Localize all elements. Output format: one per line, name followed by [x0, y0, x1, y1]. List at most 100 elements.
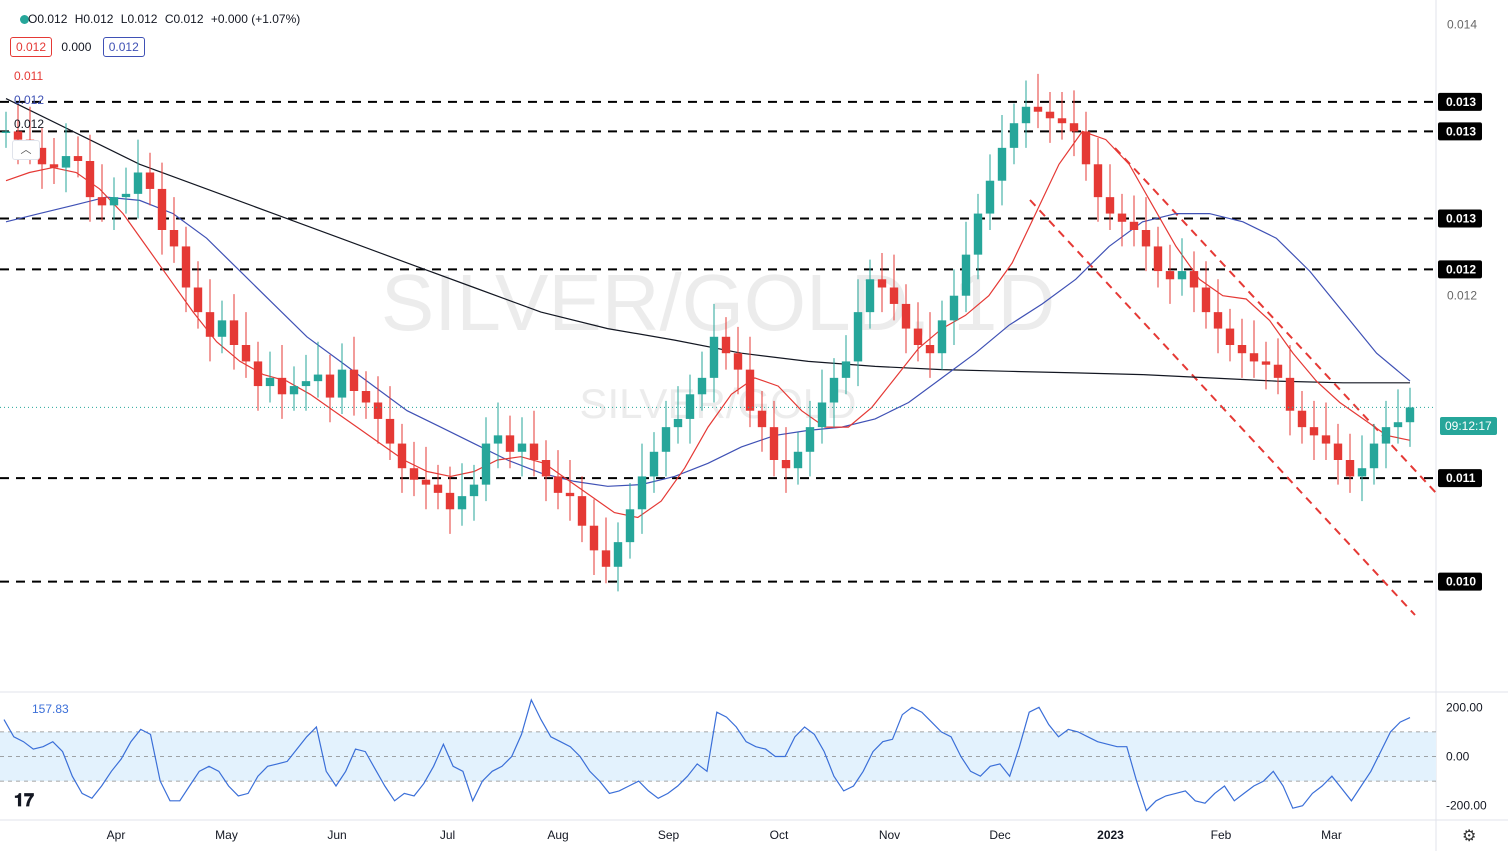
candle-body: [301, 381, 311, 387]
level-label: 0.012: [1446, 262, 1476, 276]
cci-tick-label: -200.00: [1446, 799, 1487, 813]
bid-box[interactable]: 0.012: [10, 37, 53, 57]
change-value: +0.000 (+1.07%): [210, 12, 301, 26]
candle-body: [757, 410, 767, 428]
candle-body: [97, 197, 107, 206]
x-tick-label: Feb: [1211, 828, 1232, 842]
open-value: O0.012: [28, 12, 68, 26]
y-tick-label: 0.012: [1447, 289, 1477, 303]
candle-body: [769, 427, 779, 460]
candle-body: [649, 451, 659, 477]
candle-body: [1, 131, 11, 133]
candle-body: [1153, 246, 1163, 272]
x-tick-label: Mar: [1321, 828, 1342, 842]
candle-body: [1201, 287, 1211, 313]
level-badge: [1438, 209, 1482, 228]
candle-body: [421, 479, 431, 485]
candle-body: [1237, 345, 1247, 354]
level-label: 0.011: [1446, 471, 1476, 485]
candle-body: [73, 156, 83, 161]
candle-body: [1129, 221, 1139, 230]
candle-body: [925, 345, 935, 354]
ma20-value: 0.011: [14, 69, 44, 83]
candle-body: [445, 492, 455, 510]
x-tick-label: Oct: [770, 828, 789, 842]
x-tick-label: May: [215, 828, 238, 842]
candle-body: [1045, 111, 1055, 119]
candle-body: [121, 193, 131, 198]
candle-body: [1225, 328, 1235, 345]
candle-body: [109, 197, 119, 206]
level-label: 0.013: [1446, 212, 1476, 226]
candle-body: [361, 391, 371, 403]
x-tick-label: Nov: [879, 828, 900, 842]
candle-body: [733, 353, 743, 370]
candle-body: [613, 542, 623, 567]
candle-body: [985, 180, 995, 214]
candle-body: [493, 435, 503, 444]
spread-value: 0.000: [61, 40, 92, 54]
candle-body: [1081, 131, 1091, 165]
ma200-value: 0.012: [14, 117, 45, 131]
candle-body: [625, 509, 635, 543]
candle-body: [913, 328, 923, 345]
candle-body: [721, 336, 731, 354]
countdown-badge: 09:12:17: [1440, 417, 1497, 435]
ma50-value: 0.012: [14, 93, 45, 107]
gear-icon[interactable]: ⚙: [1462, 828, 1477, 845]
candle-body: [1057, 118, 1067, 124]
candle-body: [841, 361, 851, 378]
candle-body: [1009, 123, 1019, 148]
ma200-line: [5, 98, 1410, 384]
candle-body: [865, 279, 875, 313]
candle-body: [1309, 427, 1319, 436]
x-tick-label: Apr: [107, 828, 126, 842]
cci-tick-label: 200.00: [1446, 700, 1483, 714]
candle-body: [877, 279, 887, 288]
candle-body: [205, 312, 215, 337]
candle-body: [49, 164, 59, 168]
candle-body: [433, 484, 443, 493]
level-label: 0.013: [1446, 95, 1476, 109]
candle-body: [1033, 106, 1043, 112]
candle-body: [541, 460, 551, 477]
candle-body: [673, 418, 683, 428]
candle-body: [457, 496, 467, 510]
candle-body: [1261, 361, 1271, 365]
low-value: L0.012: [120, 12, 158, 26]
candle-body: [781, 460, 791, 469]
candle-body: [337, 369, 347, 398]
candle-body: [937, 320, 947, 354]
market-status-dot: [20, 15, 29, 24]
candle-body: [409, 468, 419, 480]
candle-body: [793, 451, 803, 469]
candle-body: [961, 254, 971, 296]
candle-body: [901, 303, 911, 329]
candle-body: [265, 377, 275, 387]
candle-body: [553, 476, 563, 493]
level-badge: [1438, 122, 1482, 141]
candle-body: [1273, 364, 1283, 378]
ask-box[interactable]: 0.012: [102, 37, 145, 57]
cci-tick-label: 0.00: [1446, 750, 1470, 764]
candle-body: [1393, 422, 1403, 428]
candle-body: [853, 312, 863, 362]
level-label: 0.013: [1446, 124, 1476, 138]
candle-body: [133, 172, 143, 194]
candle-body: [277, 377, 287, 395]
candle-body: [313, 374, 323, 382]
candle-body: [349, 369, 359, 391]
candle-body: [1069, 123, 1079, 132]
cci-line: [3, 698, 1411, 812]
level-badge: [1438, 260, 1482, 279]
chevron-up-icon[interactable]: ︿: [12, 140, 40, 160]
candle-body: [169, 230, 179, 247]
level-label: 0.010: [1446, 575, 1476, 589]
candle-body: [1105, 197, 1115, 214]
candle-body: [697, 377, 707, 395]
x-tick-label: Sep: [658, 828, 680, 842]
candle-body: [181, 246, 191, 288]
candle-body: [805, 427, 815, 452]
channel-lower-line: [1029, 199, 1416, 616]
